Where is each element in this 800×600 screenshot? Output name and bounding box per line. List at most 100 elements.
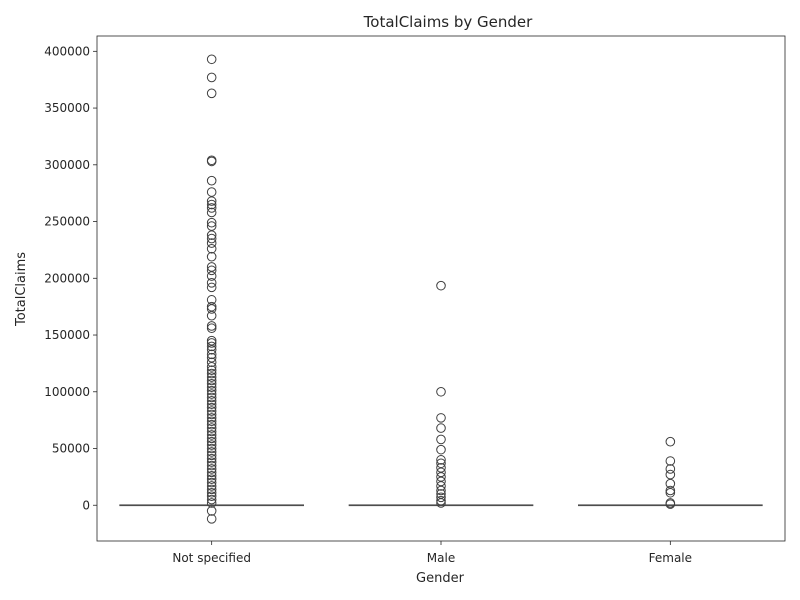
outlier-point bbox=[206, 54, 217, 65]
outlier-point bbox=[206, 440, 217, 450]
outlier-point bbox=[206, 88, 217, 99]
outlier-point bbox=[206, 230, 217, 240]
x-tick-label: Not specified bbox=[172, 551, 251, 565]
outlier-point bbox=[206, 175, 217, 186]
y-tick-label: 400000 bbox=[44, 44, 90, 58]
outlier-point bbox=[436, 498, 446, 508]
outlier-point bbox=[206, 426, 217, 437]
outlier-point bbox=[206, 467, 217, 478]
y-tick-label: 350000 bbox=[44, 101, 90, 115]
outlier-point bbox=[206, 349, 217, 360]
outlier-point bbox=[206, 375, 217, 386]
outlier-point bbox=[206, 443, 217, 454]
y-tick-label: 0 bbox=[82, 498, 90, 512]
x-tick-label: Female bbox=[649, 551, 692, 565]
outlier-point bbox=[206, 72, 217, 83]
outlier-point bbox=[665, 456, 676, 466]
outlier-point bbox=[206, 447, 217, 457]
outlier-point bbox=[206, 494, 217, 505]
outlier-point bbox=[665, 464, 676, 474]
outlier-point bbox=[206, 368, 217, 379]
outlier-point bbox=[206, 372, 217, 382]
outlier-point bbox=[665, 485, 676, 496]
outlier-point bbox=[206, 323, 217, 334]
outlier-point bbox=[436, 485, 446, 496]
outlier-point bbox=[436, 444, 446, 455]
outlier-point bbox=[206, 187, 217, 197]
outlier-point bbox=[206, 477, 217, 488]
outlier-point bbox=[665, 436, 676, 447]
outlier-point bbox=[206, 392, 217, 403]
outlier-point bbox=[206, 278, 217, 288]
outlier-point bbox=[206, 413, 217, 423]
outlier-point bbox=[206, 484, 217, 495]
y-tick-label: 100000 bbox=[44, 385, 90, 399]
outlier-point bbox=[206, 301, 217, 312]
outlier-point bbox=[206, 365, 217, 376]
y-axis-title: TotalClaims bbox=[14, 252, 29, 327]
outlier-point bbox=[206, 341, 217, 352]
y-tick-label: 150000 bbox=[44, 328, 90, 342]
outlier-point bbox=[206, 416, 217, 427]
plot-area-frame bbox=[96, 35, 786, 542]
x-tick-label: Male bbox=[427, 551, 455, 565]
outlier-point bbox=[436, 492, 446, 503]
outlier-point bbox=[206, 265, 217, 276]
x-axis: Not specified Male Female bbox=[172, 541, 692, 565]
outlier-point bbox=[206, 310, 217, 321]
outlier-point bbox=[206, 233, 217, 244]
outlier-point bbox=[206, 406, 217, 416]
outlier-point bbox=[206, 199, 217, 210]
outlier-point bbox=[206, 498, 217, 508]
y-tick-label: 50000 bbox=[52, 442, 90, 456]
outlier-point bbox=[436, 386, 446, 397]
outlier-point bbox=[665, 487, 676, 498]
outlier-point bbox=[436, 413, 446, 423]
outlier-point bbox=[206, 491, 217, 501]
outlier-point bbox=[206, 396, 217, 406]
outlier-point bbox=[206, 344, 217, 355]
outlier-point bbox=[206, 304, 217, 314]
outlier-point bbox=[206, 295, 217, 305]
outlier-point bbox=[206, 238, 217, 248]
outlier-point bbox=[206, 436, 217, 447]
outlier-point bbox=[206, 389, 217, 399]
outlier-point bbox=[436, 455, 446, 465]
boxes-layer bbox=[119, 54, 763, 524]
outlier-point bbox=[206, 419, 217, 430]
outlier-point bbox=[206, 506, 217, 516]
outlier-point bbox=[206, 271, 217, 281]
box-group bbox=[577, 436, 763, 509]
outlier-point bbox=[206, 203, 217, 213]
outlier-point bbox=[436, 423, 446, 433]
outlier-point bbox=[206, 399, 217, 410]
outlier-point bbox=[206, 217, 217, 228]
outlier-point bbox=[206, 321, 217, 331]
outlier-point bbox=[206, 433, 217, 444]
outlier-point bbox=[206, 457, 217, 467]
outlier-point bbox=[436, 481, 446, 491]
outlier-point bbox=[206, 362, 217, 372]
outlier-point bbox=[206, 357, 217, 368]
outlier-point bbox=[206, 382, 217, 393]
outlier-point bbox=[436, 434, 446, 445]
y-axis: 0 50000 100000 150000 200000 250000 300000 3500… bbox=[44, 44, 97, 512]
box-group bbox=[119, 54, 304, 524]
outlier-point bbox=[206, 453, 217, 464]
y-tick-label: 300000 bbox=[44, 158, 90, 172]
outlier-point bbox=[436, 495, 446, 506]
outlier-point bbox=[206, 282, 217, 293]
outlier-point bbox=[665, 478, 676, 489]
outlier-point bbox=[206, 379, 217, 389]
box-group bbox=[348, 280, 534, 508]
x-axis-title: Gender bbox=[416, 571, 465, 586]
outlier-point bbox=[206, 251, 217, 262]
outlier-point bbox=[436, 280, 446, 291]
outlier-point bbox=[665, 499, 676, 509]
outlier-point bbox=[206, 338, 217, 348]
outlier-point bbox=[206, 385, 217, 396]
outlier-point bbox=[206, 514, 217, 524]
outlier-point bbox=[206, 450, 217, 461]
outlier-point bbox=[206, 409, 217, 420]
